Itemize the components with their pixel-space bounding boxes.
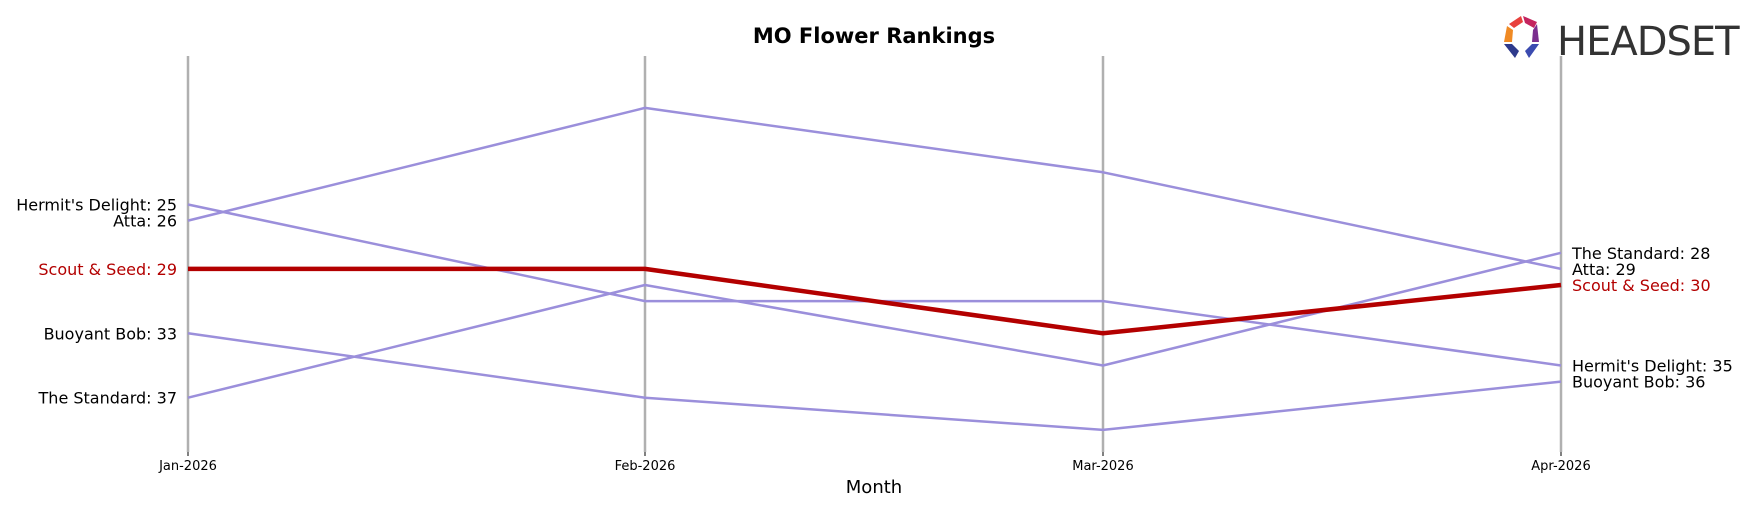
- x-tick-label: Mar-2026: [1072, 459, 1133, 474]
- logo-segment-left: [1504, 26, 1513, 42]
- gridlines: [186, 56, 1563, 452]
- series-line-buoyant-bob: [187, 332, 1562, 432]
- series-line-scout-seed: [188, 266, 1562, 336]
- x-axis-ticks: Jan-2026 Feb-2026 Mar-2026 Apr-2026: [158, 452, 1591, 474]
- end-label: Hermit's Delight: 35: [1572, 357, 1733, 376]
- chart-title: MO Flower Rankings: [753, 24, 995, 48]
- headset-logo-icon: [1504, 16, 1539, 58]
- logo-wordmark: HEADSET: [1557, 19, 1740, 65]
- series-line-atta: [187, 106, 1562, 271]
- series-line-the-standard: [187, 251, 1562, 399]
- start-label: Buoyant Bob: 33: [44, 324, 177, 343]
- end-label: Buoyant Bob: 36: [1572, 373, 1705, 392]
- x-axis-label: Month: [846, 477, 902, 498]
- logo-segment-bottom-right: [1525, 44, 1539, 58]
- start-label: Scout & Seed: 29: [38, 260, 177, 279]
- headset-logo: HEADSET: [1504, 16, 1741, 65]
- start-label: The Standard: 37: [38, 389, 177, 408]
- series-lines: [187, 106, 1562, 432]
- x-tick-label: Jan-2026: [158, 459, 217, 474]
- start-label: Hermit's Delight: 25: [16, 196, 177, 215]
- logo-segment-right: [1532, 24, 1539, 42]
- logo-segment-bottom-left: [1504, 44, 1519, 58]
- x-tick-label: Apr-2026: [1531, 459, 1590, 474]
- logo-segment-top-left: [1509, 16, 1523, 28]
- logo-segment-top-right: [1523, 16, 1537, 28]
- end-label: Scout & Seed: 30: [1572, 276, 1711, 295]
- end-label: Atta: 29: [1572, 260, 1636, 279]
- x-tick-label: Feb-2026: [615, 459, 676, 474]
- series-line-hermit-s-delight: [187, 203, 1562, 367]
- end-label: The Standard: 28: [1571, 244, 1710, 263]
- start-label: Atta: 26: [113, 212, 177, 231]
